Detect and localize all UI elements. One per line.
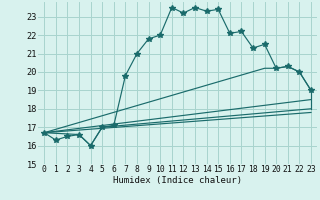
X-axis label: Humidex (Indice chaleur): Humidex (Indice chaleur) [113, 176, 242, 185]
